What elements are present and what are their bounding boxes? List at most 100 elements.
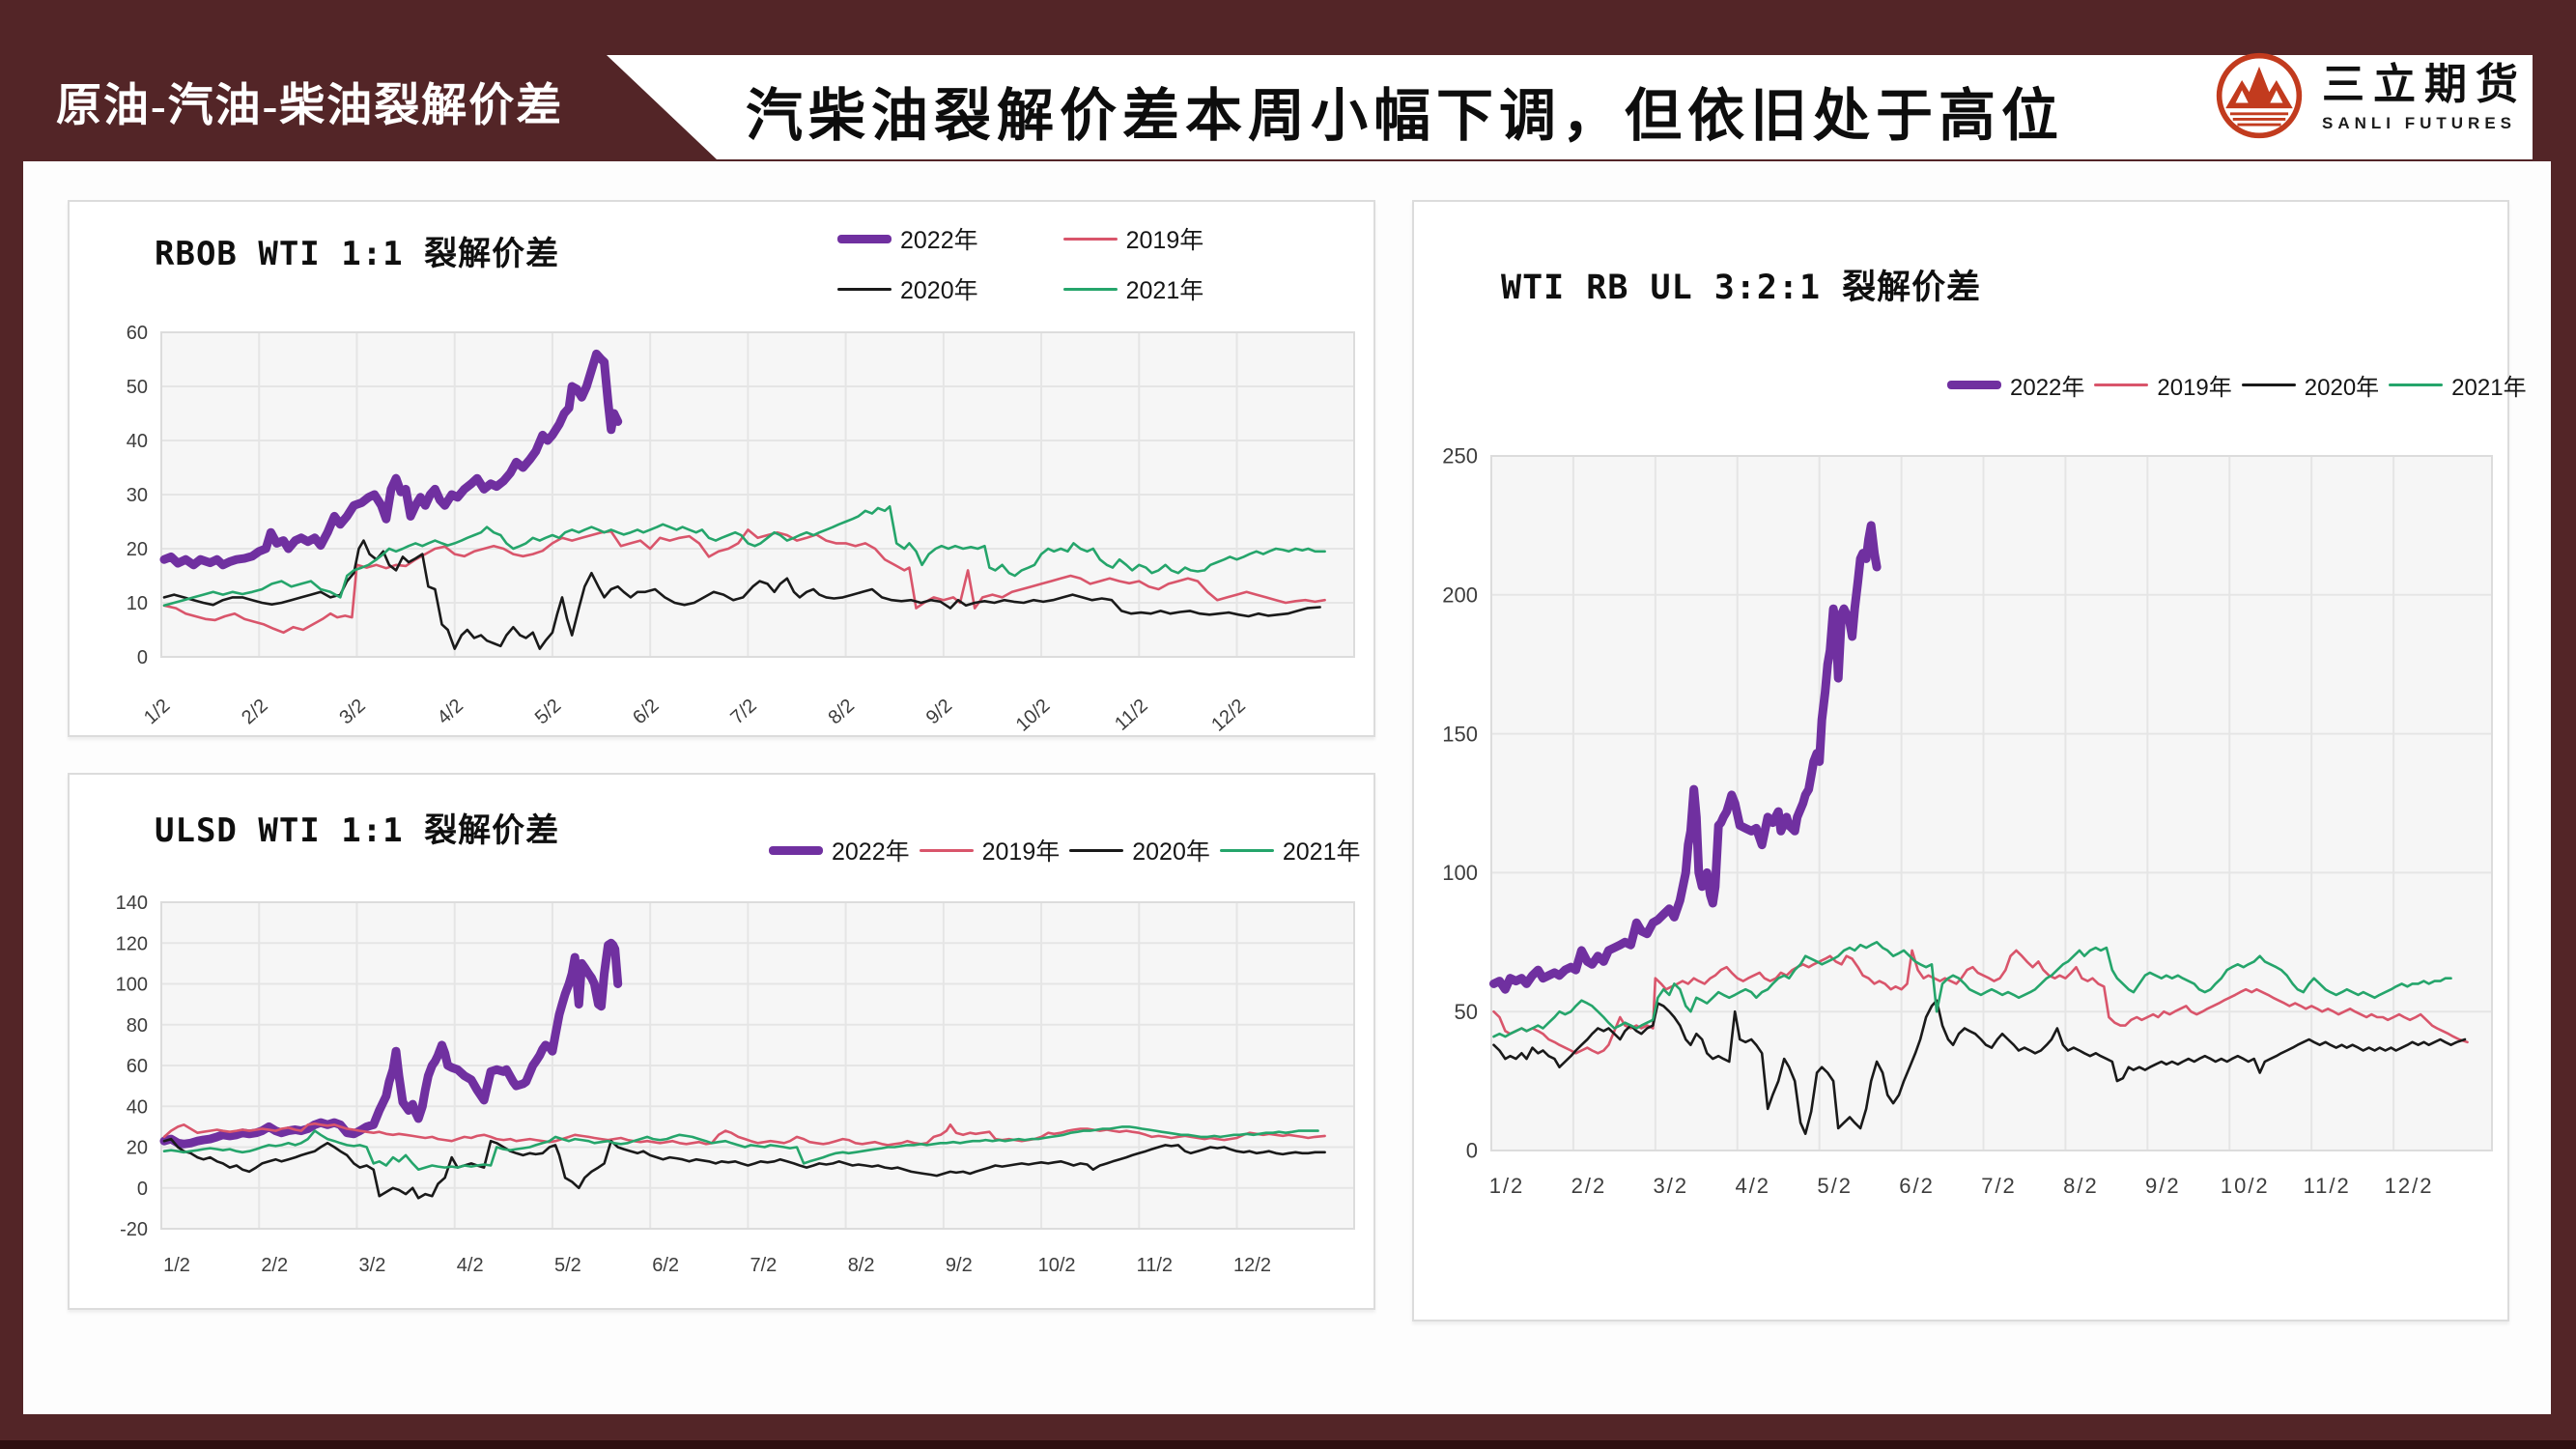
series-line-2022: [159, 349, 623, 570]
legend-swatch: [837, 287, 892, 291]
x-axis-tick-label: 9/2: [946, 1255, 973, 1276]
y-axis-tick-label: 150: [1442, 722, 1478, 746]
header-title-plate: [607, 55, 2533, 159]
page-title: 汽柴油裂解价差本周小幅下调，但依旧处于高位: [746, 84, 2065, 148]
legend-label: 2020年: [2304, 375, 2380, 401]
y-axis-tick-label: 50: [127, 377, 148, 398]
y-axis-tick-label: 20: [127, 1138, 148, 1159]
series-line-2021: [162, 504, 1326, 608]
x-axis-tick-label: 12/2: [2385, 1174, 2434, 1198]
chart-plot-321: 0 50 100 150 200 250 1/2 2/2 3/2 4/2 5/2 6/2 7/2 8/2 9…: [1414, 202, 2507, 1320]
legend-swatch: [919, 848, 974, 852]
x-axis-tick-label: 11/2: [1137, 1255, 1173, 1276]
y-axis-tick-label: 40: [127, 431, 148, 452]
series-line-2020: [162, 1137, 1326, 1200]
y-axis-tick-label: 250: [1442, 444, 1478, 469]
y-axis-tick-label: 20: [127, 539, 148, 560]
x-axis-tick-label: 2/2: [238, 695, 271, 728]
y-axis-tick-label: 100: [116, 975, 148, 996]
x-axis-tick-label: 3/2: [359, 1255, 386, 1276]
x-axis-tick-label: 6/2: [652, 1255, 679, 1276]
legend-label: 2020年: [1132, 838, 1210, 866]
legend-swatch: [1062, 237, 1118, 241]
x-axis-tick-label: 11/2: [2304, 1174, 2351, 1198]
y-axis-tick-label: -20: [120, 1219, 148, 1240]
legend-swatch: [2241, 384, 2296, 386]
chart-legend-rbob: 2022年 2019年 2020年 2021年: [837, 221, 1203, 306]
bottom-accent-strip: [0, 1440, 2576, 1449]
chart-legend-ulsd: 2022年 2019年 2020年 2021年: [769, 833, 1361, 867]
x-axis-tick-label: 8/2: [848, 1255, 875, 1276]
legend-swatch: [2389, 384, 2444, 386]
legend-item-2019: 2019年: [1062, 221, 1204, 256]
legend-swatch: [1069, 848, 1124, 852]
y-axis-tick-label: 120: [116, 933, 148, 954]
y-axis-tick-label: 30: [127, 485, 148, 506]
x-axis-tick-label: 4/2: [434, 695, 467, 728]
legend-item-2020: 2020年: [1069, 833, 1210, 867]
chart-panel-rbob: RBOB WTI 1:1 裂解价差 2022年 2019年 2020年 2021年 0…: [68, 200, 1375, 737]
x-axis-tick-label: 10/2: [1038, 1255, 1076, 1276]
legend-item-2019: 2019年: [2094, 368, 2232, 402]
legend-label: 2022年: [900, 227, 978, 254]
x-axis-tick-label: 1/2: [163, 1255, 190, 1276]
y-axis-tick-label: 40: [127, 1096, 148, 1118]
legend-swatch: [837, 234, 892, 243]
x-axis-tick-label: 12/2: [1207, 695, 1250, 735]
legend-label: 2022年: [2010, 375, 2085, 401]
x-axis-tick-label: 10/2: [2221, 1174, 2270, 1198]
y-axis-tick-label: 0: [137, 647, 148, 668]
chart-canvas: -20 0 20 40 60 80 100 120 140 1/2 2/2 3/2 4/2 5/2 6/2 7…: [116, 893, 1355, 1276]
x-axis-tick-label: 5/2: [531, 695, 565, 728]
company-logo: 三立期货 SANLI FUTURES: [2214, 50, 2527, 146]
legend-item-2022: 2022年: [1947, 368, 2084, 402]
y-axis-tick-label: 50: [1455, 1000, 1478, 1024]
x-axis-tick-label: 4/2: [457, 1255, 484, 1276]
x-axis-tick-label: 1/2: [1489, 1174, 1525, 1198]
chart-title-ulsd: ULSD WTI 1:1 裂解价差: [155, 811, 560, 850]
x-axis-tick-label: 3/2: [335, 695, 369, 728]
series-line-2019: [1492, 949, 2469, 1055]
legend-swatch: [1219, 848, 1274, 852]
legend-swatch: [1062, 287, 1118, 291]
chart-canvas: 0 10 20 30 40 50 60 1/2 2/2 3/2 4/2 5/2 6/2 7/2 8/2 9/2…: [127, 323, 1355, 736]
section-title: 原油-汽油-柴油裂解价差: [56, 81, 564, 131]
x-axis-tick-label: 7/2: [726, 695, 760, 728]
x-axis-tick-label: 5/2: [554, 1255, 581, 1276]
x-axis-tick-label: 12/2: [1233, 1255, 1271, 1276]
y-axis-tick-label: 10: [127, 593, 148, 614]
chart-plot-rbob: 0 10 20 30 40 50 60 1/2 2/2 3/2 4/2 5/2 6/2 7/2 8/2 9/2…: [70, 202, 1373, 736]
chart-canvas: 0 50 100 150 200 250 1/2 2/2 3/2 4/2 5/2 6/2 7/2 8/2 9…: [1442, 444, 2493, 1198]
x-axis-tick-label: 7/2: [750, 1255, 777, 1276]
series-line-2022: [159, 938, 623, 1149]
series-line-2022: [1489, 521, 1882, 994]
legend-item-2021: 2021年: [1062, 271, 1204, 306]
chart-plot-ulsd: -20 0 20 40 60 80 100 120 140 1/2 2/2 3/2 4/2 5/2 6/2 7…: [70, 775, 1373, 1308]
series-line-2019: [162, 1122, 1326, 1147]
legend-label: 2019年: [2157, 375, 2232, 401]
legend-swatch: [2094, 384, 2149, 386]
company-name-cn: 三立期货: [2322, 60, 2527, 108]
chart-title-321: WTI RB UL 3:2:1 裂解价差: [1501, 269, 1982, 307]
x-axis-tick-label: 8/2: [2063, 1174, 2099, 1198]
legend-item-2020: 2020年: [2241, 368, 2380, 402]
x-axis-tick-label: 2/2: [261, 1255, 288, 1276]
legend-label: 2021年: [1125, 277, 1204, 304]
chart-title-rbob: RBOB WTI 1:1 裂解价差: [155, 235, 560, 273]
legend-label: 2021年: [2451, 375, 2527, 401]
y-axis-tick-label: 0: [1466, 1139, 1478, 1163]
y-axis-tick-label: 60: [127, 1056, 148, 1077]
x-axis-tick-label: 7/2: [1981, 1174, 2017, 1198]
legend-item-2022: 2022年: [769, 833, 910, 867]
legend-item-2020: 2020年: [837, 271, 978, 306]
series-line-2021: [162, 1125, 1319, 1172]
series-line-2019: [162, 528, 1326, 635]
x-axis-tick-label: 6/2: [629, 695, 663, 728]
legend-label: 2020年: [900, 277, 978, 304]
x-axis-tick-label: 2/2: [1571, 1174, 1607, 1198]
chart-panel-321: WTI RB UL 3:2:1 裂解价差 2022年 2019年 2020年 2021…: [1412, 200, 2527, 1321]
legend-label: 2021年: [1282, 838, 1361, 866]
legend-label: 2019年: [1125, 227, 1204, 254]
x-axis-tick-label: 6/2: [1899, 1174, 1935, 1198]
y-axis-tick-label: 140: [116, 893, 148, 914]
